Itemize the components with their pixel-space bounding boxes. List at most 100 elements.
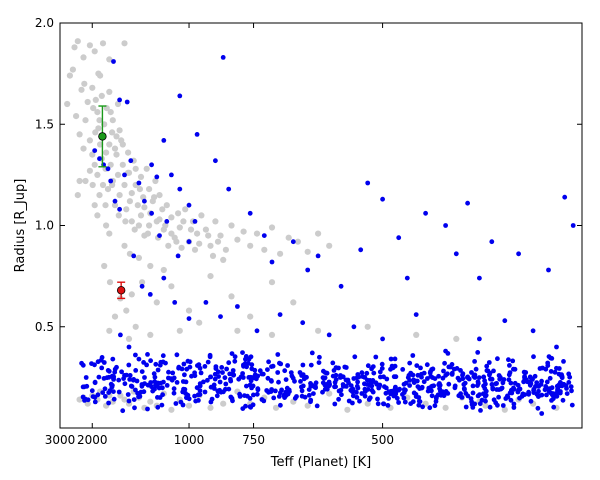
blue-data-point xyxy=(530,328,536,334)
blue-data-point xyxy=(510,358,516,364)
blue-data-point xyxy=(169,377,175,383)
blue-data-point xyxy=(436,382,442,388)
y-axis-label: Radius [R_Jup] xyxy=(13,179,28,273)
blue-data-point xyxy=(315,253,321,259)
x-tick-label: 3000 xyxy=(45,433,76,447)
blue-data-point xyxy=(164,219,170,224)
blue-data-point xyxy=(320,389,325,395)
grey-data-point xyxy=(146,186,153,193)
blue-data-point xyxy=(197,383,203,389)
blue-data-point xyxy=(429,393,435,399)
blue-data-point xyxy=(186,396,192,402)
blue-data-point xyxy=(240,350,245,355)
blue-data-point xyxy=(110,383,115,388)
blue-data-point xyxy=(511,401,517,407)
grey-data-point xyxy=(364,400,371,407)
blue-data-point xyxy=(355,379,360,385)
grey-data-point xyxy=(304,402,311,409)
blue-data-point xyxy=(311,391,316,396)
blue-data-point xyxy=(547,375,553,381)
blue-data-point xyxy=(558,380,563,385)
blue-data-point xyxy=(308,397,314,403)
blue-data-point xyxy=(477,336,482,342)
blue-data-point xyxy=(421,379,427,385)
blue-data-point xyxy=(388,388,394,394)
blue-data-point xyxy=(121,376,126,381)
grey-data-point xyxy=(175,210,182,217)
blue-data-point xyxy=(122,381,128,387)
grey-data-point xyxy=(106,230,113,237)
blue-data-point xyxy=(226,186,232,192)
blue-data-point xyxy=(92,362,97,368)
blue-data-point xyxy=(314,403,320,409)
blue-data-point xyxy=(90,394,96,399)
grey-data-point xyxy=(137,212,145,219)
grey-data-point xyxy=(156,216,163,223)
blue-data-point xyxy=(317,354,322,360)
blue-data-point xyxy=(174,380,180,385)
blue-data-point xyxy=(142,198,147,204)
blue-data-point xyxy=(135,390,141,396)
grey-data-point xyxy=(268,224,276,231)
blue-data-point xyxy=(371,370,377,376)
blue-data-point xyxy=(511,366,516,372)
grey-data-point xyxy=(89,84,96,91)
axis-ticks: 3000 2000 1000 750 500 0.5 1.0 1.5 2.0 xyxy=(35,16,582,447)
x-tick-label: 2000 xyxy=(77,433,108,447)
grey-data-point xyxy=(114,100,122,108)
grey-data-point xyxy=(220,400,227,407)
grey-data-point xyxy=(96,192,103,199)
grey-data-point xyxy=(80,145,87,152)
grey-data-point xyxy=(116,192,123,199)
blue-data-point xyxy=(531,354,536,360)
blue-data-point xyxy=(508,397,514,403)
blue-data-point xyxy=(512,380,518,386)
grey-data-point xyxy=(194,230,201,237)
blue-data-point xyxy=(549,385,555,391)
blue-data-point xyxy=(92,399,98,405)
blue-data-point xyxy=(251,392,256,398)
blue-data-point xyxy=(570,223,576,228)
blue-data-point xyxy=(166,369,171,375)
grey-data-point xyxy=(247,242,254,249)
blue-data-point xyxy=(177,93,183,99)
blue-data-point xyxy=(224,366,230,372)
blue-data-point xyxy=(425,376,430,381)
blue-data-point xyxy=(483,392,489,398)
blue-population-series xyxy=(79,55,576,416)
blue-data-point xyxy=(120,408,126,414)
blue-data-point xyxy=(216,374,222,379)
blue-data-point xyxy=(539,411,545,416)
y-tick-label: 0.5 xyxy=(35,320,54,334)
grey-data-point xyxy=(91,161,98,168)
grey-data-point xyxy=(90,105,97,112)
x-axis-label: Teff (Planet) [K] xyxy=(270,455,372,470)
blue-data-point xyxy=(255,387,261,393)
blue-data-point xyxy=(300,320,306,326)
blue-data-point xyxy=(478,408,483,413)
grey-data-point xyxy=(151,194,158,201)
grey-data-point xyxy=(234,327,241,334)
blue-data-point xyxy=(430,366,436,372)
blue-data-point xyxy=(316,360,322,365)
blue-data-point xyxy=(145,352,150,357)
blue-data-point xyxy=(455,375,461,381)
blue-data-point xyxy=(326,379,332,385)
blue-data-point xyxy=(375,396,380,402)
blue-data-point xyxy=(489,376,495,382)
grey-data-point xyxy=(107,109,114,116)
blue-data-point xyxy=(110,356,116,362)
blue-data-point xyxy=(92,380,98,386)
grey-data-point xyxy=(94,109,101,116)
grey-data-point xyxy=(185,402,193,409)
grey-data-point xyxy=(304,248,311,255)
grey-data-point xyxy=(268,279,276,286)
blue-data-point xyxy=(427,405,433,411)
blue-data-point xyxy=(184,366,190,372)
blue-data-point xyxy=(111,59,116,64)
grey-data-point xyxy=(95,70,102,77)
blue-data-point xyxy=(429,384,434,389)
grey-data-point xyxy=(82,117,89,124)
blue-data-point xyxy=(309,350,315,356)
blue-data-point xyxy=(357,398,362,404)
